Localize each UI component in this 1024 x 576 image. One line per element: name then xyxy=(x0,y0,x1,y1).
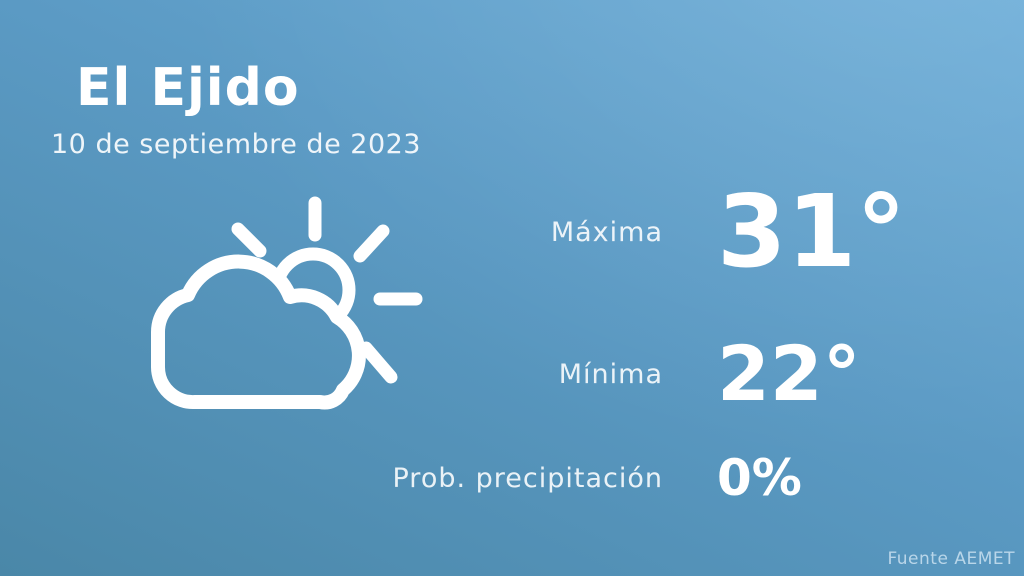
sun-ray-top-left xyxy=(231,222,267,258)
precip-prob-label: Prob. precipitación xyxy=(392,462,663,494)
sun-ray-top-right xyxy=(353,224,390,263)
max-temp-value: 31° xyxy=(717,173,907,290)
metric-row-min: Mínima 22° xyxy=(373,320,861,428)
min-temp-label: Mínima xyxy=(558,358,663,390)
location-title: El Ejido xyxy=(76,58,300,118)
min-temp-value: 22° xyxy=(717,329,861,418)
precip-prob-value: 0% xyxy=(717,449,802,507)
sun-circle xyxy=(270,247,356,333)
sun-ray-bottom-right xyxy=(359,341,398,384)
metric-row-precip: Prob. precipitación 0% xyxy=(373,432,802,524)
date-subtitle: 10 de septiembre de 2023 xyxy=(51,129,421,160)
metric-row-max: Máxima 31° xyxy=(373,168,906,296)
cloud-outline xyxy=(150,254,366,410)
sun-behind-cloud-icon xyxy=(150,195,440,440)
max-temp-label: Máxima xyxy=(550,216,663,248)
source-attribution: Fuente AEMET xyxy=(887,549,1015,569)
